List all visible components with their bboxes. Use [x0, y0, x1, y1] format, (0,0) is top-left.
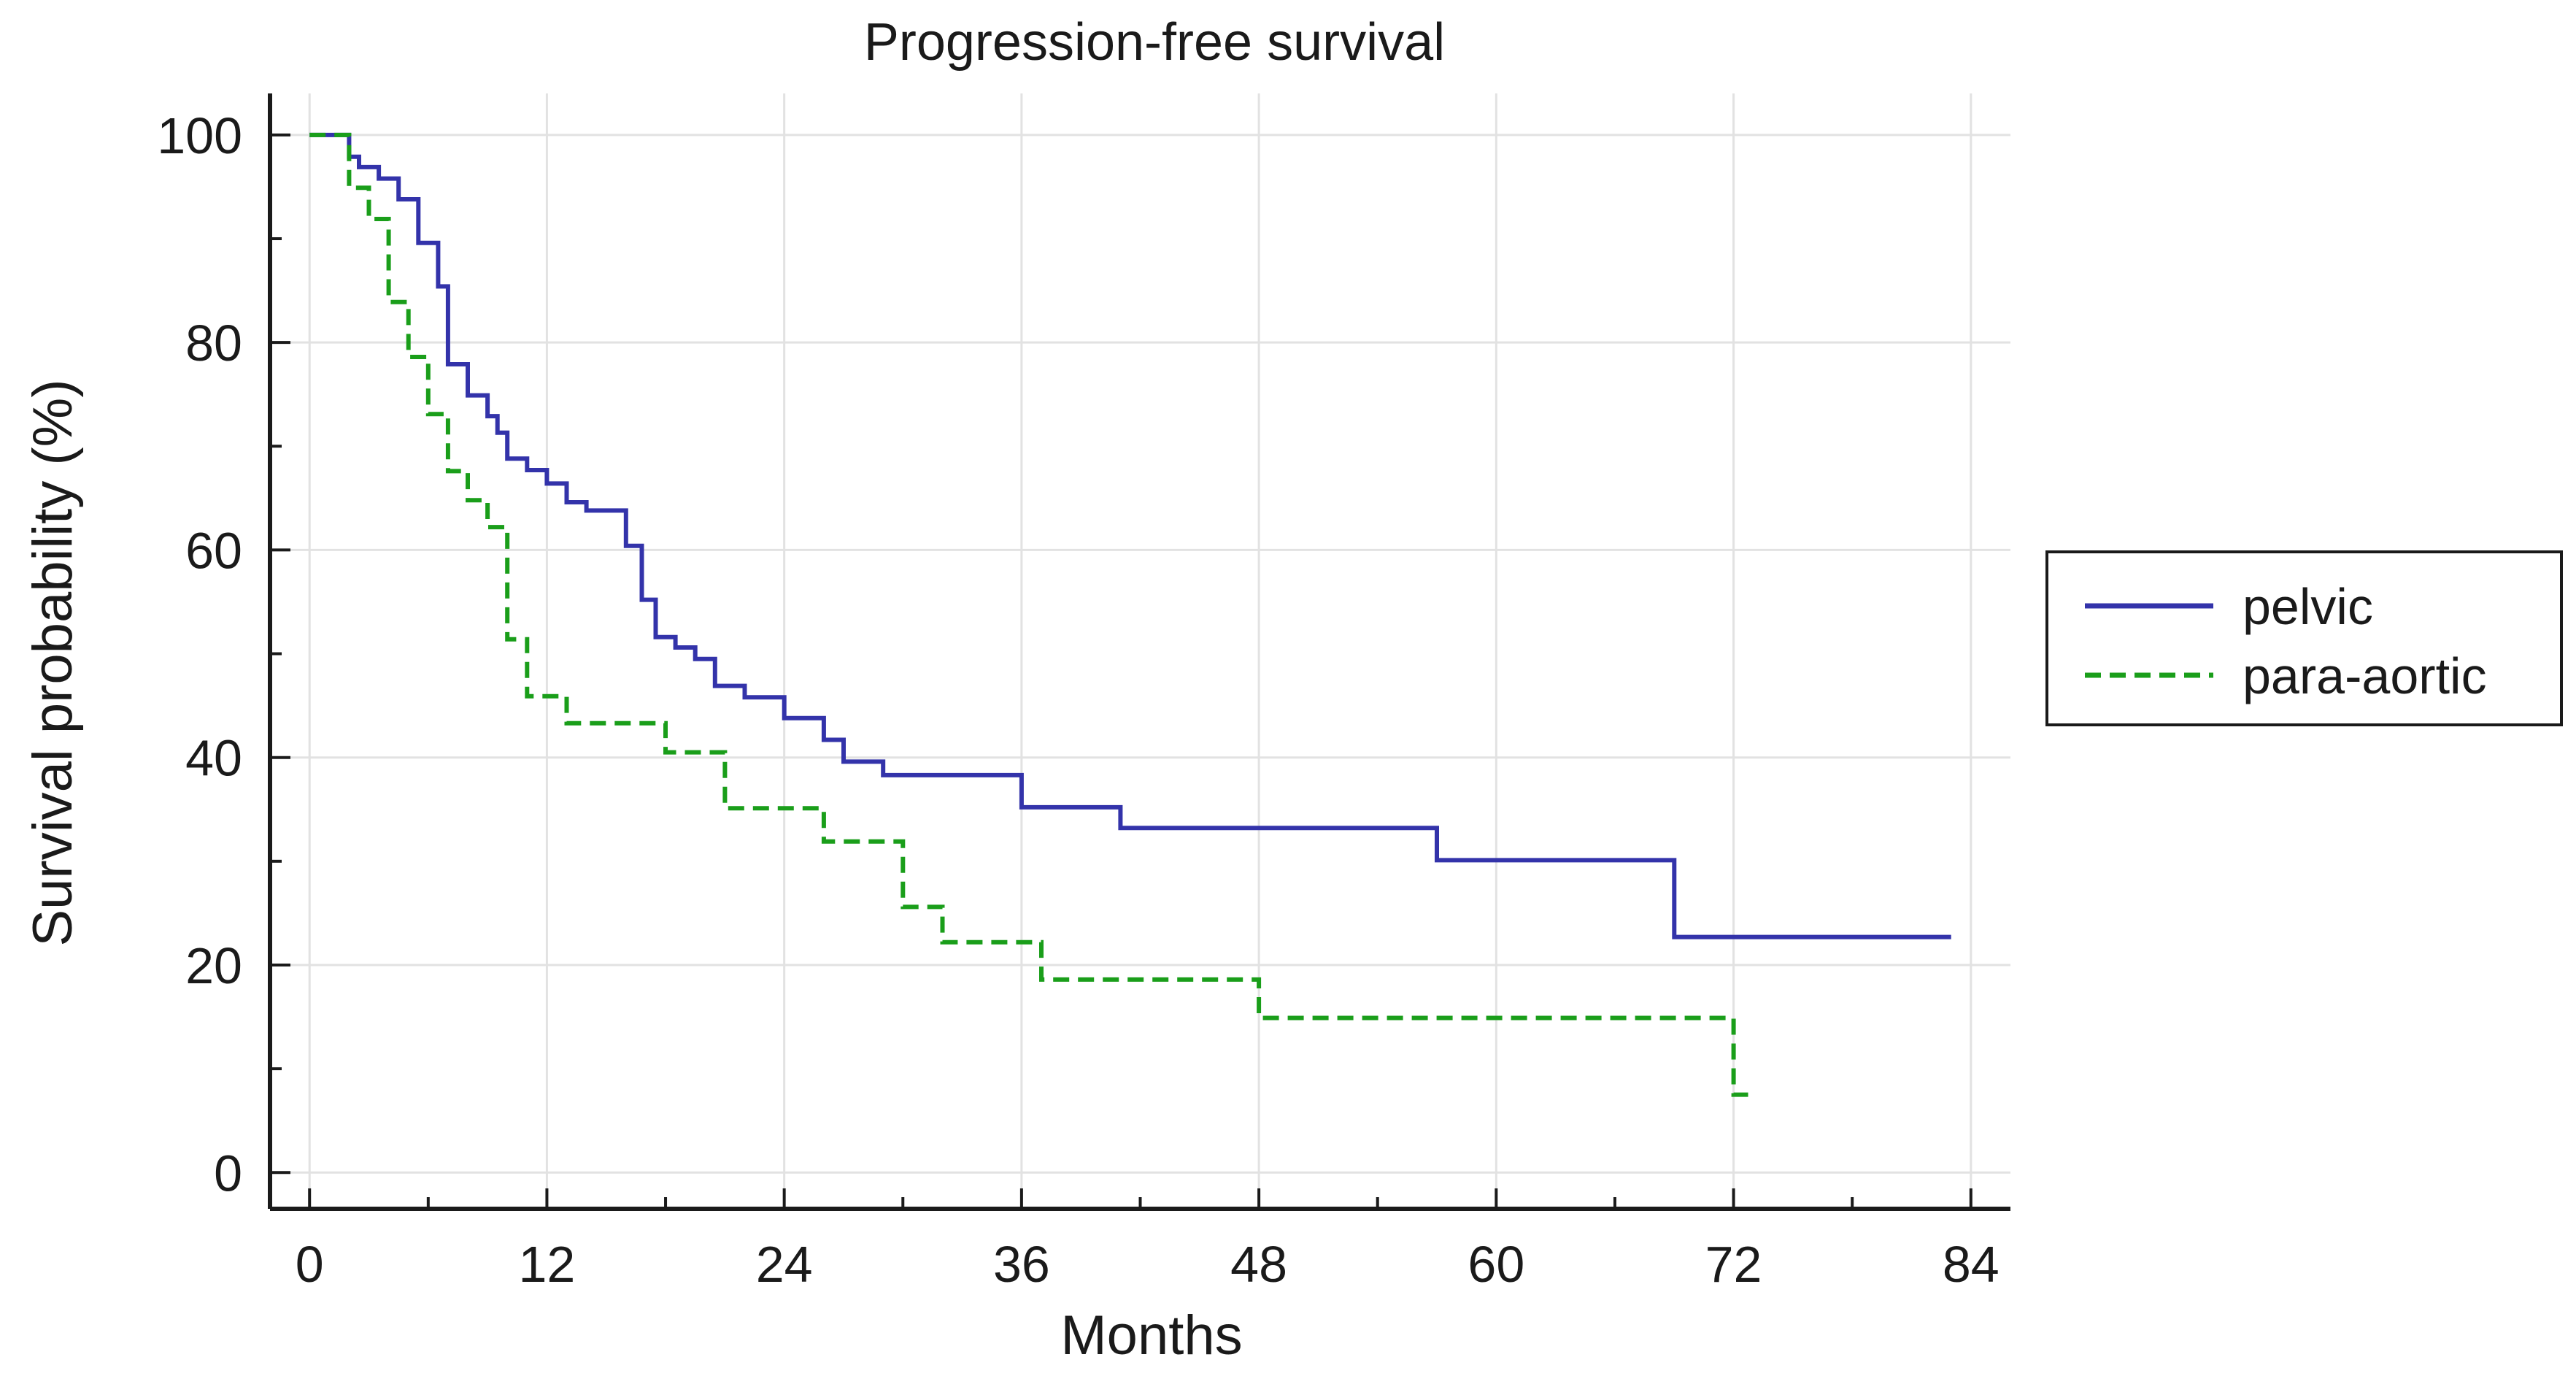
y-tick-label: 20	[185, 937, 242, 994]
series-line-pelvic	[309, 132, 1951, 939]
series-lines	[309, 132, 1951, 1097]
y-tick-labels: 0 20 40 60 80 100	[157, 107, 242, 1202]
legend-label-para-aortic: para-aortic	[2243, 647, 2487, 704]
x-tick-label: 24	[756, 1236, 813, 1293]
axes	[268, 93, 2010, 1211]
x-tick-label: 0	[296, 1236, 324, 1293]
x-tick-label: 72	[1705, 1236, 1762, 1293]
series-line-para-aortic	[309, 132, 1754, 1097]
y-tick-label: 0	[214, 1145, 242, 1202]
legend-box	[2045, 550, 2563, 726]
grid-lines	[270, 93, 2010, 1209]
legend-label-pelvic: pelvic	[2243, 578, 2373, 635]
y-tick-label: 40	[185, 730, 242, 787]
x-tick-label: 60	[1468, 1236, 1524, 1293]
y-axis-label: Survival probability (%)	[22, 379, 84, 946]
y-tick-label: 100	[157, 107, 242, 164]
x-axis-label: Months	[1060, 1304, 1242, 1367]
chart-title: Progression-free survival	[864, 13, 1445, 72]
legend: pelvic para-aortic	[2045, 550, 2563, 726]
x-tick-labels: 0 12 24 36 48 60 72 84	[296, 1236, 2000, 1293]
y-tick-label: 60	[185, 522, 242, 579]
y-tick-label: 80	[185, 315, 242, 372]
x-tick-label: 12	[518, 1236, 575, 1293]
x-tick-label: 36	[993, 1236, 1050, 1293]
x-tick-label: 84	[1943, 1236, 2000, 1293]
x-tick-label: 48	[1230, 1236, 1287, 1293]
